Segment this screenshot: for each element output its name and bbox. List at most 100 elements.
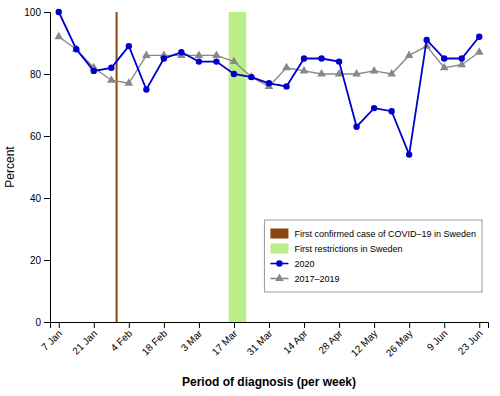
marker [125, 78, 134, 85]
line [59, 12, 479, 155]
y-tick: 20 [30, 255, 50, 266]
marker [282, 63, 291, 70]
x-tick: 23 Jun [456, 322, 485, 357]
y-axis-line [44, 13, 51, 323]
legend-item: 2017–2019 [270, 274, 339, 284]
x-tick-mark [59, 322, 60, 328]
legend: First confirmed case of COVID–19 in Swed… [264, 220, 482, 292]
y-tick-mark [44, 198, 50, 199]
x-tick-label: 7 Jan [39, 328, 64, 353]
x-axis-line [51, 323, 489, 329]
x-tick-mark [339, 322, 340, 328]
x-tick-mark [94, 322, 95, 328]
y-tick-label: 0 [35, 317, 41, 328]
marker [300, 66, 309, 73]
marker [178, 49, 184, 55]
marker [405, 50, 414, 57]
x-tick-label: 21 Jan [70, 328, 99, 357]
marker [230, 57, 239, 64]
marker [231, 71, 237, 77]
x-tick-mark [234, 322, 235, 328]
marker [370, 66, 379, 73]
marker [388, 108, 394, 114]
x-tick: 28 Apr [316, 322, 345, 356]
marker [352, 69, 361, 76]
marker [406, 151, 412, 157]
y-tick-label: 80 [30, 69, 42, 80]
marker [301, 55, 307, 61]
marker [56, 9, 62, 15]
marker [353, 124, 359, 130]
marker [142, 50, 151, 57]
marker [248, 74, 254, 80]
marker [440, 63, 449, 70]
marker [143, 86, 149, 92]
marker [459, 55, 465, 61]
marker [73, 46, 79, 52]
legend-label: First restrictions in Sweden [294, 244, 402, 254]
y-tick-mark [44, 136, 50, 137]
y-tick-label: 40 [30, 193, 42, 204]
marker [126, 43, 132, 49]
marker [476, 34, 482, 40]
x-tick: 7 Jan [39, 322, 64, 353]
band [229, 12, 247, 322]
x-tick-label: 23 Jun [456, 328, 485, 357]
x-tick: 14 Apr [281, 322, 310, 356]
x-tick: 17 Mar [210, 322, 240, 357]
marker [283, 83, 289, 89]
chart: 7 Jan21 Jan4 Feb18 Feb3 Mar17 Mar31 Mar1… [0, 0, 500, 396]
x-axis: 7 Jan21 Jan4 Feb18 Feb3 Mar17 Mar31 Mar1… [39, 322, 488, 359]
legend-label: 2020 [294, 259, 314, 269]
y-tick-label: 20 [30, 255, 42, 266]
marker [336, 58, 342, 64]
x-tick-label: 9 Jun [425, 328, 450, 353]
marker [441, 55, 447, 61]
y-tick-label: 60 [30, 131, 42, 142]
x-tick-label: 4 Feb [108, 327, 134, 353]
y-tick: 40 [30, 193, 50, 204]
y-tick: 60 [30, 131, 50, 142]
x-tick: 18 Feb [140, 322, 170, 357]
y-axis-title: Percent [3, 146, 17, 188]
plot-area: 7 Jan21 Jan4 Feb18 Feb3 Mar17 Mar31 Mar1… [3, 7, 489, 389]
x-tick: 12 May [349, 322, 380, 359]
legend-item: First restrictions in Sweden [270, 244, 402, 254]
x-tick: 26 May [384, 322, 415, 359]
x-axis-title: Period of diagnosis (per week) [182, 375, 356, 389]
marker [213, 58, 219, 64]
y-tick: 0 [35, 317, 50, 328]
marker [475, 47, 484, 54]
marker [212, 50, 221, 57]
marks [54, 9, 483, 322]
legend-item: First confirmed case of COVID–19 in Swed… [270, 229, 476, 239]
marker [161, 55, 167, 61]
legend-marker [276, 260, 282, 266]
x-tick-mark [129, 322, 130, 328]
y-tick-mark [44, 12, 50, 13]
marker [318, 55, 324, 61]
x-tick: 31 Mar [245, 322, 275, 357]
marker [387, 69, 396, 76]
series [54, 32, 483, 89]
legend-box [264, 220, 482, 292]
marker [54, 32, 63, 39]
y-tick: 100 [24, 7, 50, 18]
marker [72, 44, 81, 51]
marker [91, 68, 97, 74]
x-tick-mark [304, 322, 305, 328]
y-tick-mark [44, 322, 50, 323]
y-tick: 80 [30, 69, 50, 80]
x-tick-mark [199, 322, 200, 328]
legend-swatch [270, 229, 288, 239]
x-tick: 3 Mar [179, 322, 205, 354]
x-tick-label: 28 Apr [316, 327, 345, 356]
marker [423, 37, 429, 43]
x-tick-label: 12 May [349, 328, 380, 359]
marker [107, 75, 116, 82]
y-tick-mark [44, 260, 50, 261]
x-tick: 4 Feb [108, 322, 134, 354]
legend-label: 2017–2019 [294, 274, 339, 284]
legend-item: 2020 [270, 259, 314, 269]
x-tick-label: 31 Mar [245, 327, 275, 357]
